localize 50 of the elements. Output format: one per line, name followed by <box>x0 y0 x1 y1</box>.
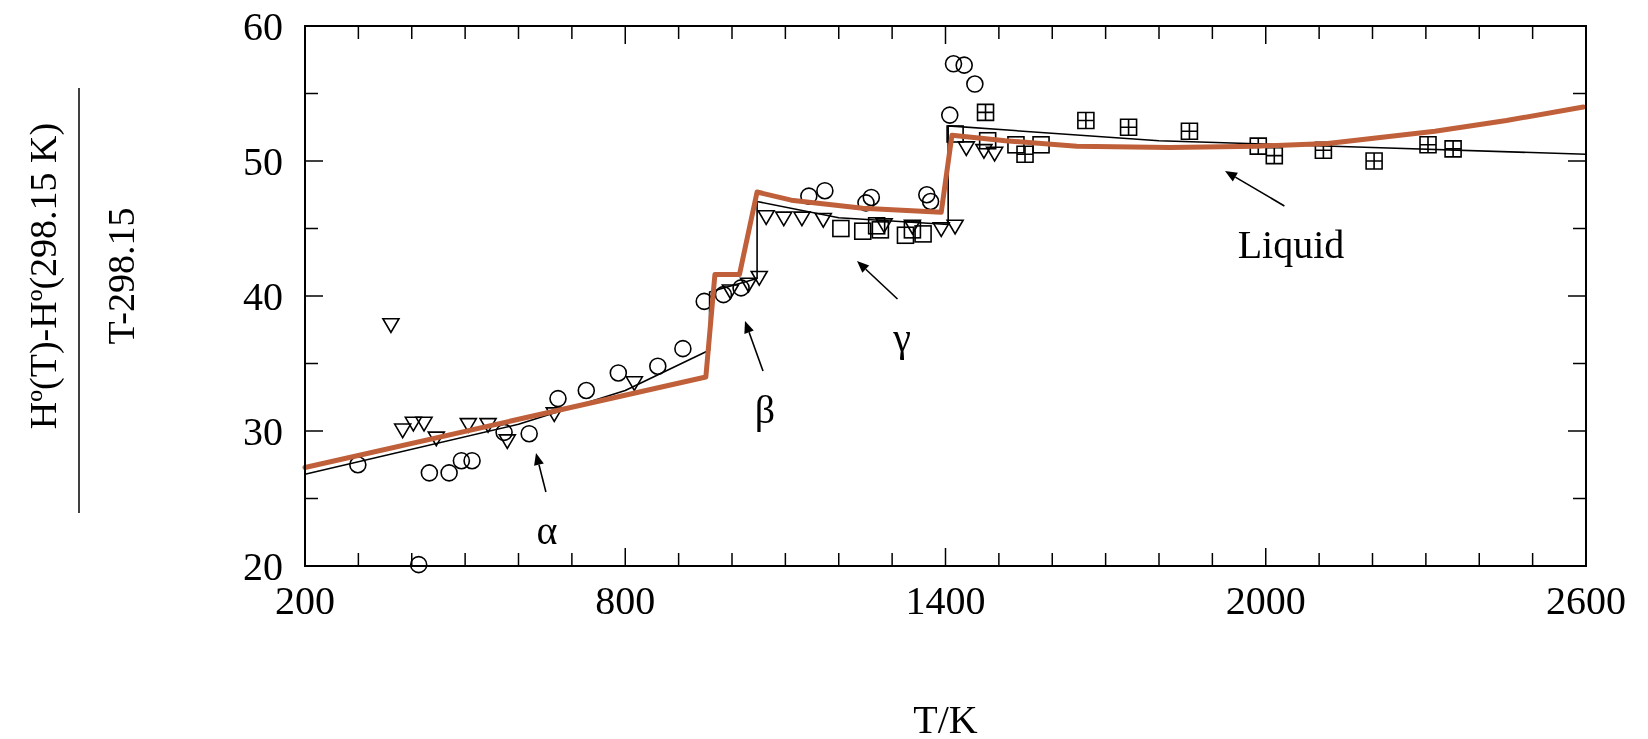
y-tick-label: 40 <box>243 274 283 319</box>
point <box>875 218 893 234</box>
point <box>498 434 517 450</box>
point <box>625 376 644 392</box>
y-tick-label: 20 <box>243 544 283 589</box>
point <box>739 277 758 293</box>
x-axis-title: T/K <box>913 697 978 739</box>
annotation: α <box>536 508 558 553</box>
x-tick-label: 2600 <box>1546 578 1626 623</box>
y-axis-title: Hº(T)-Hº(298.15 K) T-298.15 <box>22 122 142 430</box>
point <box>976 103 995 122</box>
point <box>978 131 997 150</box>
point <box>853 222 872 240</box>
y-tick-label: 30 <box>243 409 283 454</box>
point <box>896 226 915 245</box>
y-tick-label: 50 <box>243 139 283 184</box>
x-tick-label: 1400 <box>905 578 986 623</box>
point <box>814 212 833 228</box>
annotation: β <box>754 387 776 432</box>
annotation: γ <box>892 315 911 360</box>
point <box>750 270 769 286</box>
point <box>404 416 423 432</box>
point <box>957 141 976 157</box>
point <box>1077 111 1095 130</box>
point <box>871 221 890 239</box>
point <box>757 209 775 226</box>
point <box>1365 152 1383 170</box>
point <box>903 219 922 235</box>
point <box>1180 122 1199 141</box>
x-tick-label: 800 <box>595 578 656 623</box>
point <box>793 211 811 227</box>
point <box>1444 140 1462 158</box>
x-tick-label: 2000 <box>1225 578 1306 623</box>
point <box>975 143 993 159</box>
point <box>415 416 433 432</box>
point <box>721 284 740 300</box>
point <box>479 417 497 434</box>
point <box>427 431 446 447</box>
y-tick-label: 60 <box>243 4 283 49</box>
point <box>1419 136 1437 154</box>
point <box>932 222 951 238</box>
point <box>393 423 412 439</box>
annotation: Liquid <box>1237 222 1345 267</box>
point <box>774 211 793 227</box>
point <box>946 219 964 235</box>
point <box>1016 145 1034 164</box>
point <box>832 219 850 238</box>
point <box>382 317 400 334</box>
point <box>1119 118 1138 137</box>
point <box>985 146 1004 162</box>
